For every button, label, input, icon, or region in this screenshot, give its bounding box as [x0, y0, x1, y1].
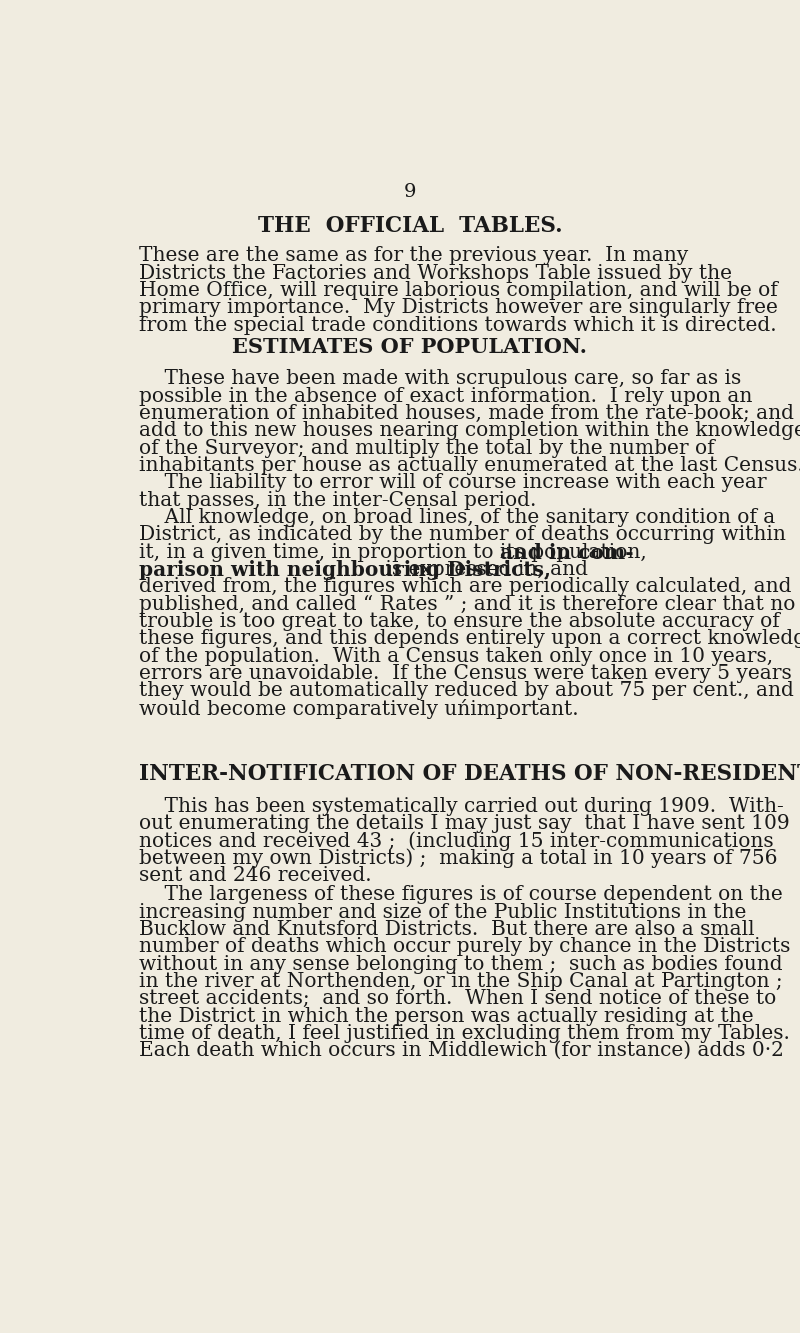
Text: these figures, and this depends entirely upon a correct knowledge: these figures, and this depends entirely… [138, 629, 800, 648]
Text: sent and 246 received.: sent and 246 received. [138, 866, 371, 885]
Text: primary importance.  My Districts however are singularly free: primary importance. My Districts however… [138, 299, 778, 317]
Text: between my own Districts) ;  making a total in 10 years of 756: between my own Districts) ; making a tot… [138, 849, 778, 868]
Text: Home Office, will require laborious compilation, and will be of: Home Office, will require laborious comp… [138, 281, 778, 300]
Text: add to this new houses nearing completion within the knowledge: add to this new houses nearing completio… [138, 421, 800, 440]
Text: of the population.  With a Census taken only once in 10 years,: of the population. With a Census taken o… [138, 647, 773, 665]
Text: The liability to error will of course increase with each year: The liability to error will of course in… [138, 473, 766, 492]
Text: the District in which the person was actually residing at the: the District in which the person was act… [138, 1006, 754, 1025]
Text: errors are unavoidable.  If the Census were taken every 5 years: errors are unavoidable. If the Census we… [138, 664, 791, 682]
Text: it, in a given time, in proportion to its population,: it, in a given time, in proportion to it… [138, 543, 653, 561]
Text: All knowledge, on broad lines, of the sanitary condition of a: All knowledge, on broad lines, of the sa… [138, 508, 775, 527]
Text: is expressed in, and: is expressed in, and [379, 560, 589, 579]
Text: INTER-NOTIFICATION OF DEATHS OF NON-RESIDENTS.: INTER-NOTIFICATION OF DEATHS OF NON-RESI… [138, 762, 800, 785]
Text: parison with neighbouring Districts,: parison with neighbouring Districts, [138, 560, 550, 580]
Text: of the Surveyor; and multiply the total by the number of: of the Surveyor; and multiply the total … [138, 439, 714, 457]
Text: without in any sense belonging to them ;  such as bodies found: without in any sense belonging to them ;… [138, 954, 782, 973]
Text: that passes, in the inter-Censal period.: that passes, in the inter-Censal period. [138, 491, 536, 509]
Text: and in com-: and in com- [500, 543, 634, 563]
Text: Districts the Factories and Workshops Table issued by the: Districts the Factories and Workshops Ta… [138, 264, 732, 283]
Text: they would be automatically reduced by about 75 per cent., and: they would be automatically reduced by a… [138, 681, 794, 700]
Text: in the river at Northenden, or in the Ship Canal at Partington ;: in the river at Northenden, or in the Sh… [138, 972, 782, 990]
Text: Each death which occurs in Middlewich (for instance) adds 0·2: Each death which occurs in Middlewich (f… [138, 1041, 784, 1060]
Text: street accidents;  and so forth.  When I send notice of these to: street accidents; and so forth. When I s… [138, 989, 776, 1008]
Text: THE  OFFICIAL  TABLES.: THE OFFICIAL TABLES. [258, 216, 562, 237]
Text: These are the same as for the previous year.  In many: These are the same as for the previous y… [138, 247, 688, 265]
Text: possible in the absence of exact information.  I rely upon an: possible in the absence of exact informa… [138, 387, 752, 405]
Text: from the special trade conditions towards which it is directed.: from the special trade conditions toward… [138, 316, 776, 335]
Text: time of death, I feel justified in excluding them from my Tables.: time of death, I feel justified in exclu… [138, 1024, 790, 1042]
Text: would become comparatively uńimportant.: would become comparatively uńimportant. [138, 698, 578, 718]
Text: trouble is too great to take, to ensure the absolute accuracy of: trouble is too great to take, to ensure … [138, 612, 779, 631]
Text: These have been made with scrupulous care, so far as is: These have been made with scrupulous car… [138, 369, 741, 388]
Text: 9: 9 [404, 183, 416, 201]
Text: derived from, the figures which are periodically calculated, and: derived from, the figures which are peri… [138, 577, 791, 596]
Text: ESTIMATES OF POPULATION.: ESTIMATES OF POPULATION. [233, 337, 587, 357]
Text: out enumerating the details I may just say  that I have sent 109: out enumerating the details I may just s… [138, 814, 790, 833]
Text: Bucklow and Knutsford Districts.  But there are also a small: Bucklow and Knutsford Districts. But the… [138, 920, 754, 938]
Text: The largeness of these figures is of course dependent on the: The largeness of these figures is of cou… [138, 885, 782, 904]
Text: notices and received 43 ;  (including 15 inter-communications: notices and received 43 ; (including 15 … [138, 832, 774, 850]
Text: number of deaths which occur purely by chance in the Districts: number of deaths which occur purely by c… [138, 937, 790, 956]
Text: increasing number and size of the Public Institutions in the: increasing number and size of the Public… [138, 902, 746, 921]
Text: District, as indicated by the number of deaths occurring within: District, as indicated by the number of … [138, 525, 786, 544]
Text: enumeration of inhabited houses, made from the rate-book; and: enumeration of inhabited houses, made fr… [138, 404, 794, 423]
Text: inhabitants per house as actually enumerated at the last Census.: inhabitants per house as actually enumer… [138, 456, 800, 475]
Text: published, and called “ Rates ” ; and it is therefore clear that no: published, and called “ Rates ” ; and it… [138, 595, 795, 613]
Text: This has been systematically carried out during 1909.  With-: This has been systematically carried out… [138, 797, 783, 816]
